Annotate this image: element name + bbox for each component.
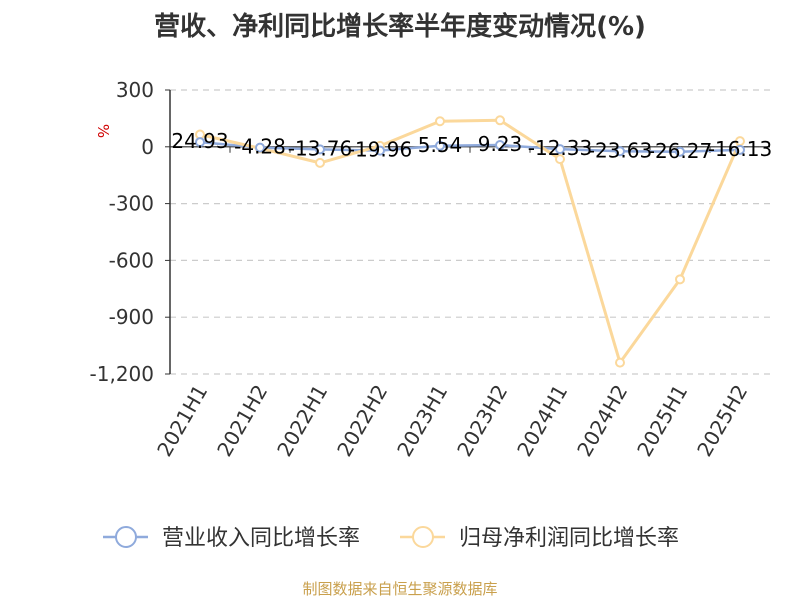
x-tick-label: 2024H2 — [572, 381, 632, 461]
legend-marker-1 — [115, 526, 137, 548]
data-label: 5.54 — [418, 133, 463, 157]
data-label: -23.63 — [588, 138, 652, 162]
data-label: -19.96 — [348, 138, 412, 162]
point-series-2 — [675, 274, 685, 285]
point-series-1 — [195, 137, 205, 148]
data-label: 9.23 — [478, 132, 523, 156]
point-series-1 — [555, 144, 565, 155]
x-tick-label: 2022H2 — [332, 381, 392, 461]
x-tick-label: 2021H2 — [212, 381, 272, 461]
x-tick-label: 2023H2 — [452, 381, 512, 461]
x-tick-label: 2022H1 — [272, 381, 332, 461]
point-series-2 — [495, 115, 505, 126]
point-series-1 — [735, 144, 745, 155]
point-series-1 — [435, 140, 445, 151]
point-series-2 — [555, 154, 565, 165]
legend-marker-2 — [412, 526, 434, 548]
point-series-2 — [615, 357, 625, 368]
point-series-1 — [615, 146, 625, 157]
point-series-2 — [435, 116, 445, 127]
data-label: -26.27 — [648, 139, 712, 163]
point-series-2 — [315, 157, 325, 168]
data-label: -16.13 — [708, 137, 772, 161]
y-tick-label: -300 — [109, 192, 154, 216]
chart-title: 营收、净利同比增长率半年度变动情况(%) — [154, 12, 646, 42]
data-label: -12.33 — [528, 136, 592, 160]
y-tick-label: 0 — [141, 135, 154, 159]
x-tick-label: 2025H1 — [632, 381, 692, 461]
data-label: -13.76 — [288, 136, 352, 160]
series-line-2 — [199, 118, 742, 365]
x-tick-label: 2023H1 — [392, 381, 452, 461]
series-line-1 — [199, 140, 741, 154]
y-tick-label: -600 — [109, 248, 154, 272]
point-series-1 — [375, 145, 385, 156]
x-tick-label: 2024H1 — [512, 381, 572, 461]
data-label: 24.93 — [171, 129, 228, 153]
data-label: -4.28 — [234, 135, 286, 159]
point-series-1 — [255, 142, 265, 153]
legend-label-1: 营业收入同比增长率 — [162, 526, 360, 551]
x-tick-label: 2021H1 — [152, 381, 212, 461]
point-series-1 — [495, 140, 505, 151]
x-tick-label: 2025H2 — [692, 381, 752, 461]
legend-label-2: 归母净利润同比增长率 — [459, 526, 679, 551]
data-source: 制图数据来自恒生聚源数据库 — [302, 580, 498, 598]
y-tick-label: -900 — [109, 305, 154, 329]
y-tick-label: -1,200 — [90, 362, 154, 386]
point-series-1 — [315, 144, 325, 155]
y-tick-label: 300 — [116, 78, 154, 102]
point-series-1 — [675, 146, 685, 157]
